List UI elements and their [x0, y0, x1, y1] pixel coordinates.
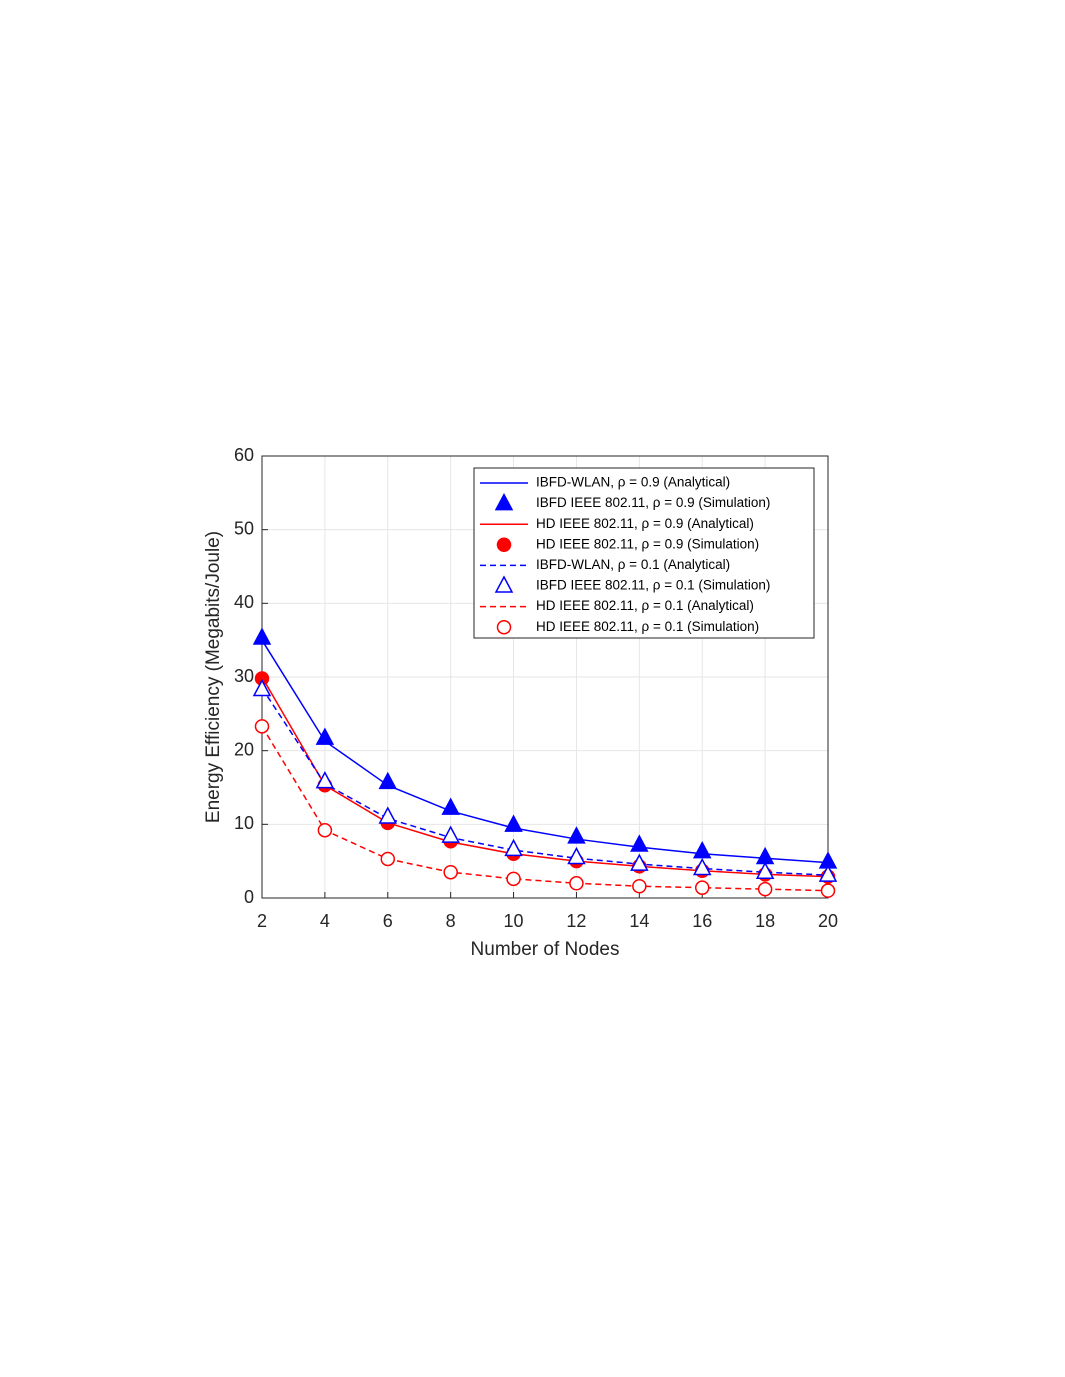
y-axis-label: Energy Efficiency (Megabits/Joule)	[203, 531, 224, 823]
x-tick-label: 16	[692, 911, 712, 931]
series-line	[261, 725, 829, 892]
marker	[317, 822, 333, 838]
legend-box	[473, 467, 815, 639]
legend-label: IBFD-WLAN, ρ = 0.9 (Analytical)	[536, 475, 730, 490]
marker	[757, 881, 773, 897]
series-line	[261, 687, 829, 876]
marker	[694, 880, 710, 895]
marker	[378, 771, 398, 790]
marker	[380, 851, 396, 867]
x-axis-label: Number of Nodes	[471, 939, 620, 960]
x-tick-label: 10	[504, 911, 524, 931]
marker	[441, 797, 460, 815]
legend-swatch	[494, 575, 514, 593]
y-tick-label: 50	[234, 518, 254, 538]
y-tick-label: 10	[234, 813, 254, 833]
marker	[441, 825, 460, 843]
legend-label: HD IEEE 802.11, ρ = 0.1 (Simulation)	[536, 619, 759, 634]
marker	[378, 806, 398, 824]
legend-label: HD IEEE 802.11, ρ = 0.9 (Simulation)	[536, 536, 759, 551]
marker	[443, 864, 458, 880]
legend-label: IBFD-WLAN, ρ = 0.1 (Analytical)	[536, 557, 730, 572]
legend-swatch	[496, 619, 512, 635]
marker	[567, 826, 586, 844]
marker	[692, 840, 712, 859]
marker	[569, 876, 584, 891]
x-tick-label: 14	[629, 911, 649, 931]
marker	[252, 678, 272, 697]
legend-label: HD IEEE 802.11, ρ = 0.9 (Analytical)	[536, 516, 754, 531]
x-tick-label: 4	[320, 911, 330, 931]
y-tick-label: 30	[234, 666, 254, 686]
series-line	[261, 676, 829, 878]
legend-label: HD IEEE 802.11, ρ = 0.1 (Analytical)	[536, 598, 754, 613]
x-tick-label: 20	[818, 911, 838, 931]
y-tick-label: 20	[234, 739, 254, 759]
legend-label: IBFD IEEE 802.11, ρ = 0.1 (Simulation)	[536, 578, 770, 593]
marker	[504, 838, 523, 857]
y-tick-label: 0	[244, 887, 254, 907]
marker	[818, 864, 838, 882]
marker	[630, 853, 649, 871]
x-tick-label: 8	[446, 911, 456, 931]
y-tick-label: 40	[234, 592, 254, 612]
x-tick-label: 6	[383, 911, 393, 931]
legend-swatch	[494, 493, 514, 511]
legend-swatch	[496, 537, 512, 553]
marker	[632, 878, 647, 894]
legend-label: IBFD IEEE 802.11, ρ = 0.9 (Simulation)	[536, 495, 770, 510]
y-tick-label: 60	[234, 445, 254, 465]
x-tick-label: 12	[566, 911, 586, 931]
marker	[567, 846, 586, 865]
marker	[692, 857, 712, 876]
series-line	[261, 639, 829, 864]
marker	[315, 727, 335, 745]
marker	[254, 719, 270, 734]
marker	[252, 627, 272, 645]
marker	[755, 861, 775, 879]
marker	[506, 871, 521, 887]
marker	[504, 814, 523, 832]
x-tick-label: 2	[257, 911, 267, 931]
marker	[315, 771, 335, 789]
x-tick-label: 18	[755, 911, 775, 931]
marker	[820, 883, 836, 898]
marker	[630, 834, 649, 852]
